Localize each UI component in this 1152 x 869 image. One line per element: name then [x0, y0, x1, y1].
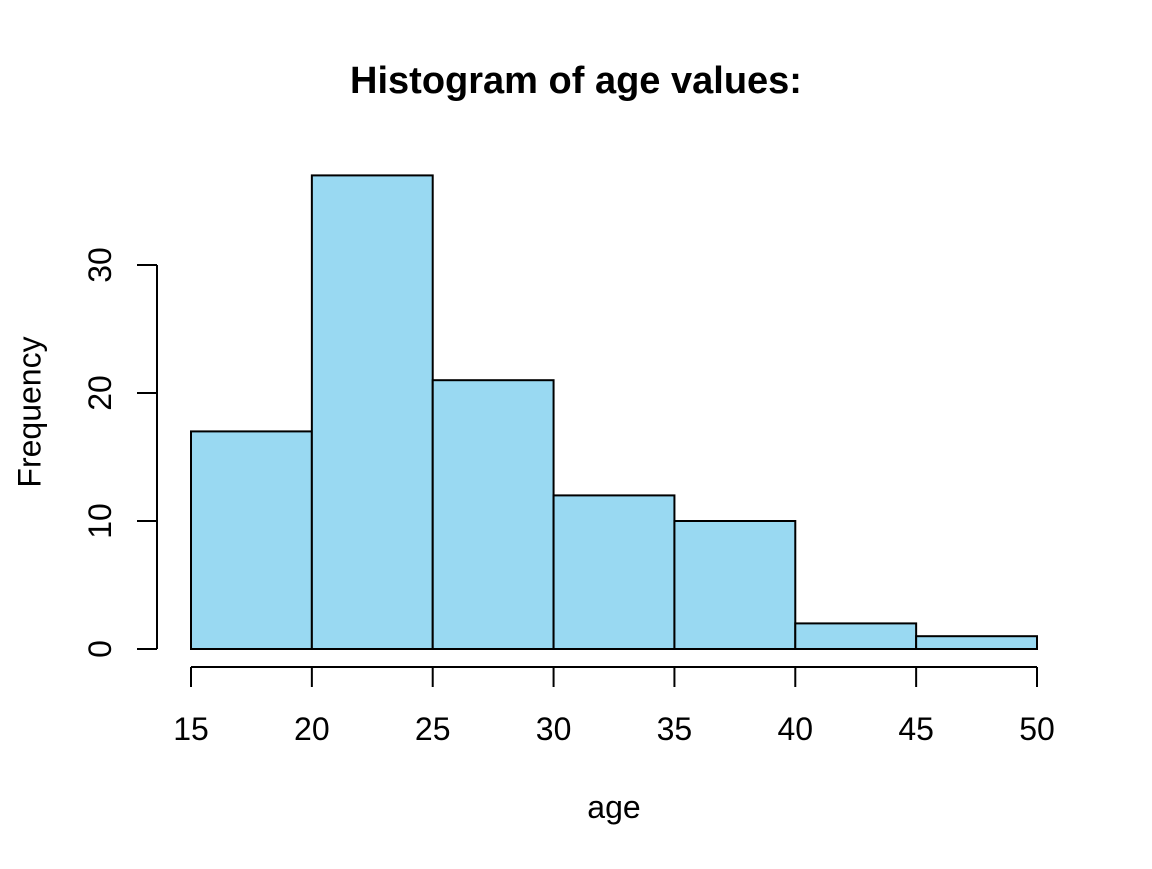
- histogram-bar: [552, 494, 676, 650]
- histogram-bar: [310, 174, 434, 650]
- histogram-bar: [673, 520, 797, 650]
- x-tick-label: 40: [777, 711, 813, 747]
- y-tick-label: 30: [82, 247, 118, 283]
- x-axis-label: age: [587, 789, 641, 825]
- y-tick-label: 0: [82, 640, 118, 658]
- histogram-bar: [794, 622, 918, 651]
- histogram-bar: [431, 379, 555, 650]
- y-tick-label: 20: [82, 375, 118, 411]
- x-tick-label: 35: [657, 711, 693, 747]
- histogram-bar: [190, 430, 313, 650]
- chart-title: Histogram of age values:: [350, 60, 802, 102]
- x-tick-label: 15: [173, 711, 209, 747]
- x-tick-label: 20: [294, 711, 330, 747]
- x-tick-label: 25: [415, 711, 451, 747]
- x-tick-label: 30: [536, 711, 572, 747]
- y-tick-label: 10: [82, 503, 118, 539]
- histogram-bar: [915, 635, 1039, 651]
- y-axis-label: Frequency: [11, 336, 48, 488]
- x-tick-label: 45: [898, 711, 934, 747]
- x-tick-label: 50: [1019, 711, 1055, 747]
